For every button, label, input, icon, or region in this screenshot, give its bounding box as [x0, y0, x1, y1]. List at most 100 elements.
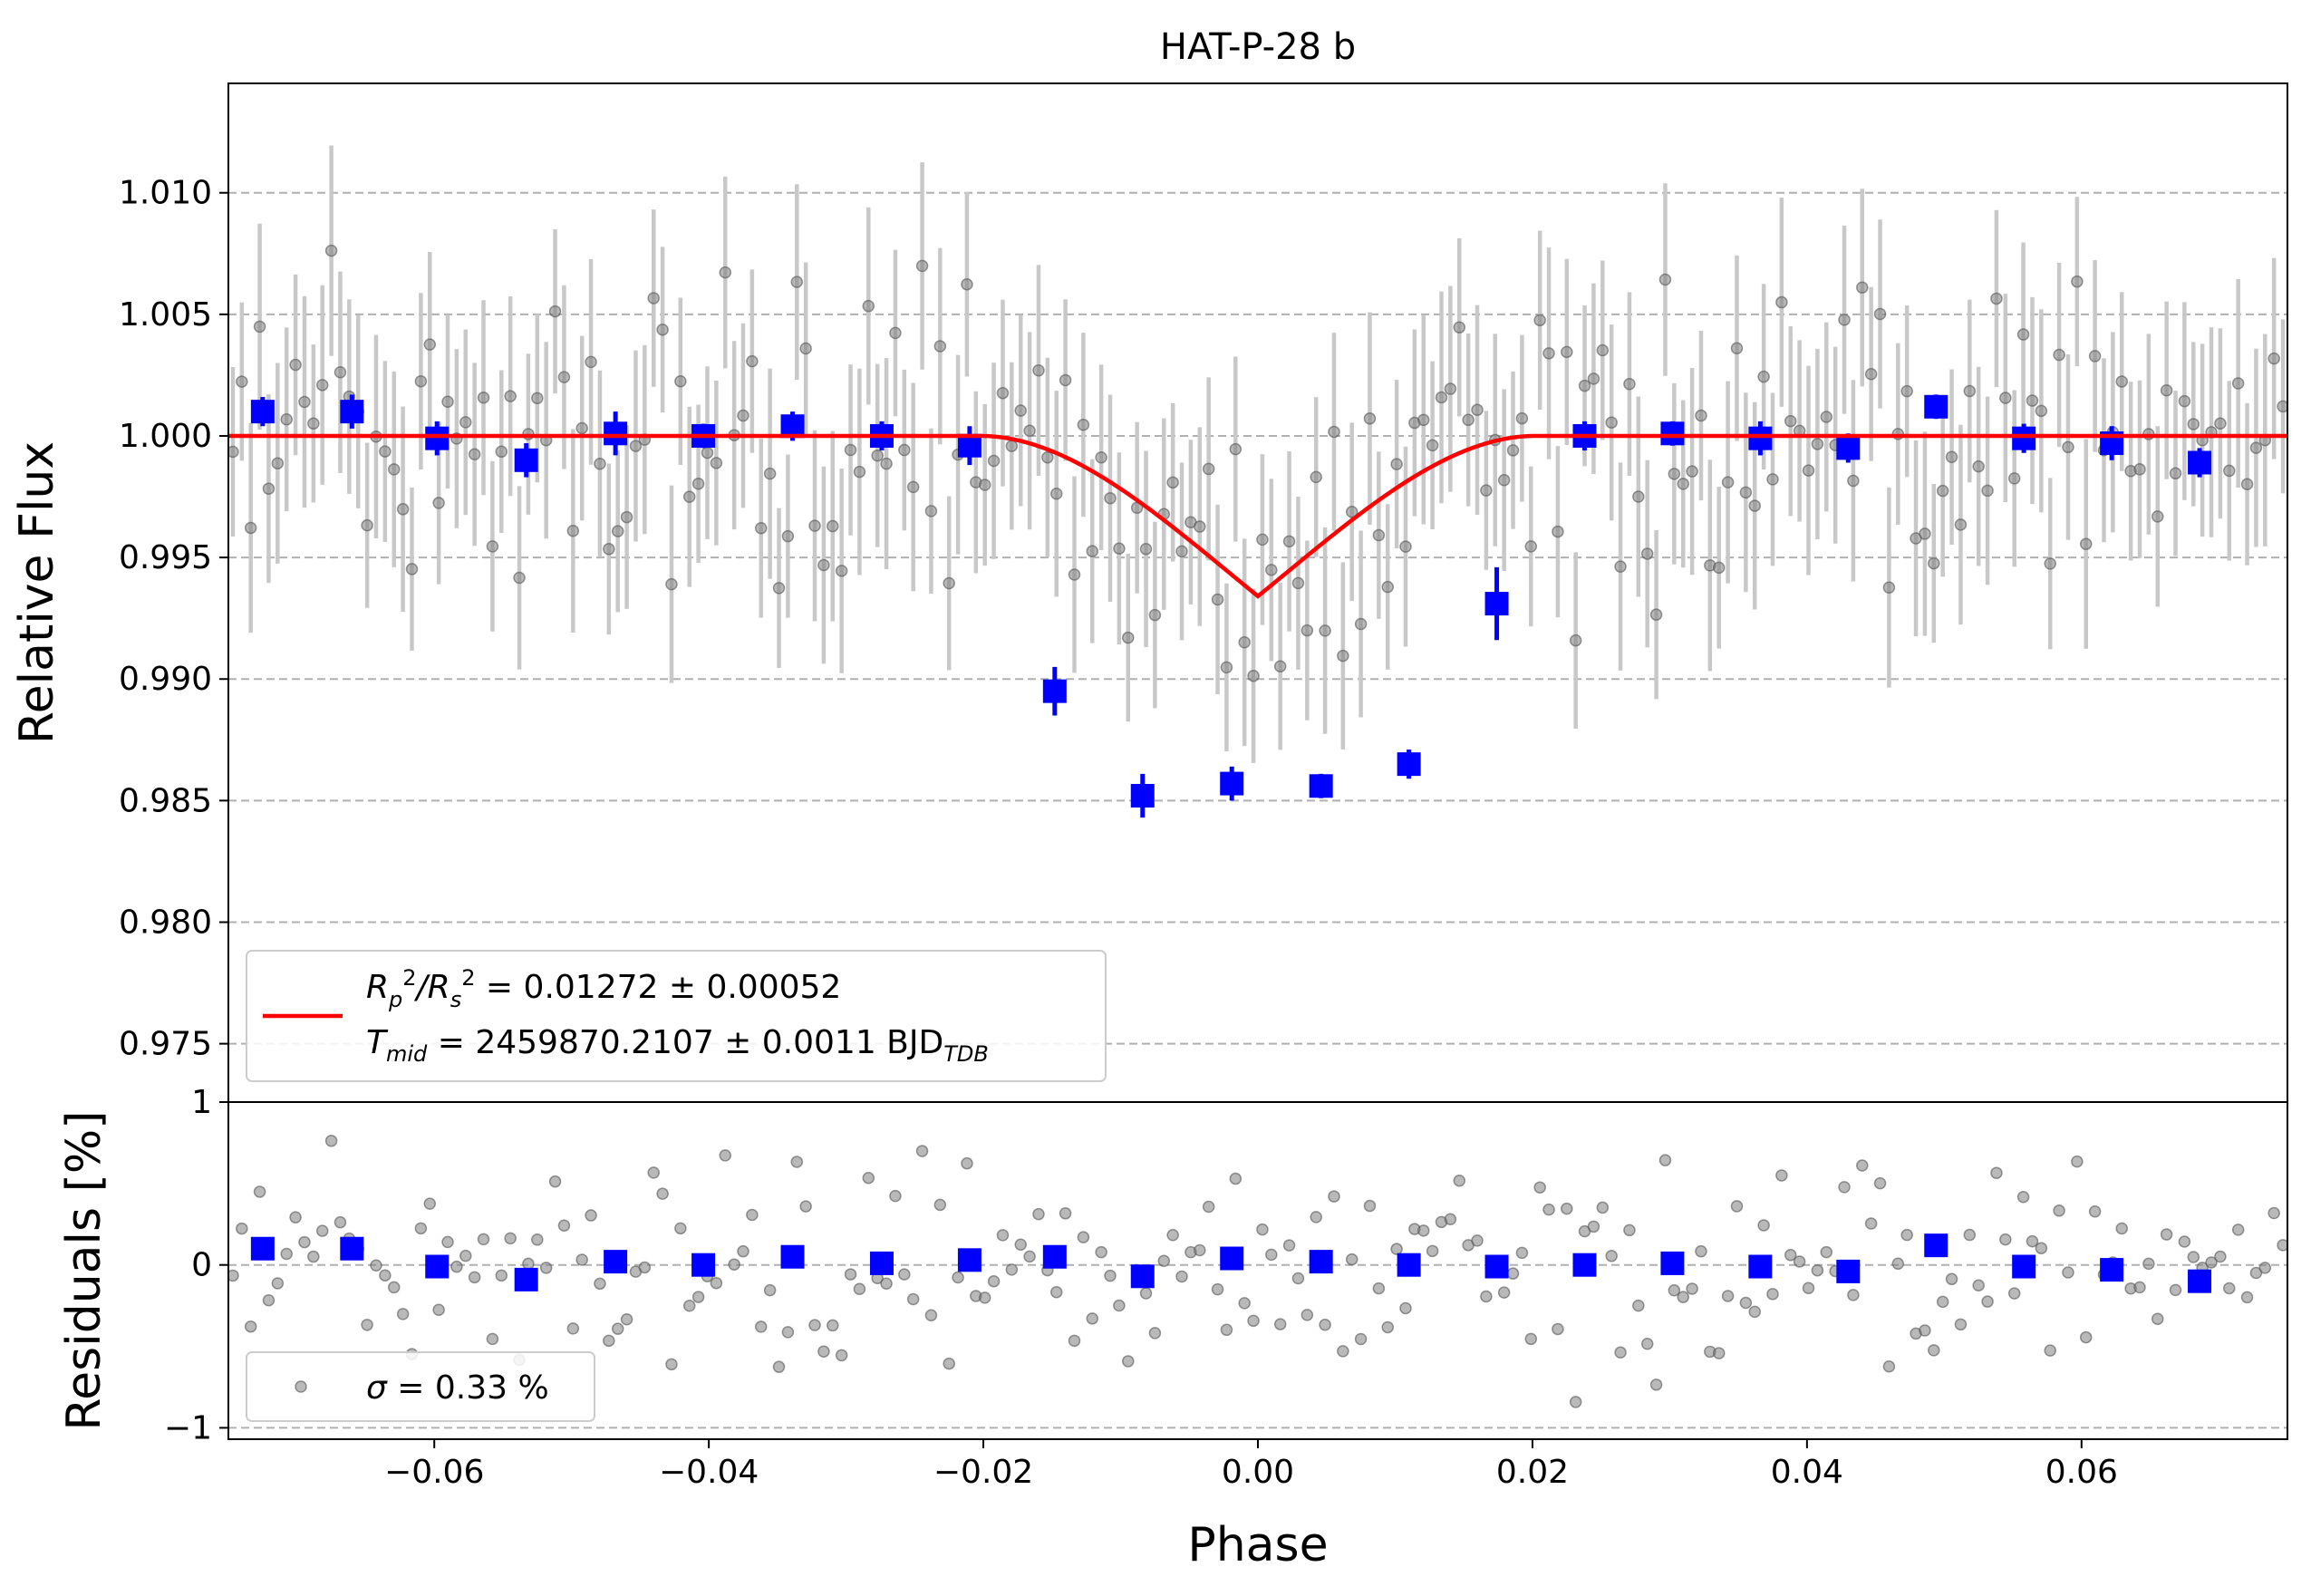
raw-flux-point	[1739, 486, 1753, 499]
binned-residual-points	[250, 1233, 2212, 1293]
raw-residual-point	[1049, 1285, 1063, 1299]
raw-residual-point	[1945, 1272, 1958, 1286]
raw-flux-point	[441, 395, 454, 408]
raw-flux-point	[1515, 411, 1529, 425]
raw-residual-point	[2231, 1224, 2245, 1236]
raw-flux-point	[1623, 377, 1636, 391]
raw-residual-point	[504, 1232, 517, 1245]
raw-residual-point	[853, 1282, 866, 1295]
raw-flux-point	[1542, 347, 1555, 360]
raw-residual-point	[844, 1268, 857, 1281]
raw-flux-point	[1372, 528, 1386, 542]
raw-residual-point	[1587, 1220, 1600, 1233]
raw-flux-point	[871, 449, 884, 462]
raw-flux-point	[1319, 624, 1331, 637]
raw-flux-point	[1784, 414, 1797, 428]
raw-residual-point	[763, 1283, 777, 1297]
raw-residual-point	[943, 1357, 955, 1370]
raw-flux-point	[835, 565, 848, 577]
raw-residual-point	[1310, 1211, 1322, 1224]
raw-flux-point	[1175, 545, 1188, 558]
raw-residual-point	[2053, 1204, 2065, 1217]
raw-flux-point	[1658, 273, 1672, 286]
raw-residual-point	[531, 1233, 544, 1246]
raw-residual-point	[1381, 1320, 1394, 1334]
raw-residual-point	[1766, 1288, 1779, 1301]
binned-flux-point	[1924, 394, 1948, 419]
raw-flux-point	[1882, 581, 1896, 595]
raw-flux-point	[889, 326, 902, 340]
phase-tick-label: 0.02	[1496, 1454, 1569, 1491]
raw-flux-point	[298, 395, 311, 409]
raw-residual-point	[1390, 1243, 1403, 1255]
raw-flux-point	[1873, 307, 1887, 321]
raw-residual-point	[1802, 1282, 1815, 1294]
binned-flux-point	[340, 400, 364, 424]
binned-residual-point	[780, 1244, 805, 1269]
raw-residual-point	[280, 1247, 293, 1261]
raw-flux-point	[1945, 450, 1958, 464]
raw-flux-point	[1802, 464, 1815, 477]
raw-flux-point	[1068, 568, 1081, 581]
binned-residual-point	[2100, 1258, 2124, 1282]
raw-flux-point	[236, 375, 248, 388]
raw-residual-point	[1506, 1267, 1520, 1280]
raw-residual-point	[799, 1200, 812, 1213]
raw-residual-point	[1417, 1224, 1430, 1237]
raw-residual-point	[1229, 1172, 1243, 1185]
raw-residual-point	[1981, 1295, 1994, 1308]
raw-flux-point	[2267, 352, 2280, 365]
raw-flux-point	[2044, 557, 2056, 570]
raw-residual-point	[1337, 1345, 1349, 1358]
raw-residual-point	[298, 1235, 311, 1249]
raw-flux-point	[495, 445, 508, 459]
raw-residual-point	[1175, 1270, 1188, 1283]
raw-flux-point	[2214, 417, 2227, 430]
raw-flux-point	[548, 305, 562, 318]
raw-residual-point	[522, 1257, 535, 1271]
raw-flux-point	[1381, 580, 1394, 594]
raw-flux-point	[414, 374, 428, 388]
raw-residual-point	[1596, 1201, 1610, 1214]
raw-flux-point	[432, 497, 445, 509]
raw-residual-point	[1561, 1202, 1573, 1215]
raw-flux-point	[1578, 379, 1591, 392]
raw-flux-point	[2249, 441, 2263, 454]
raw-flux-point	[1649, 608, 1663, 621]
raw-flux-point	[1148, 608, 1162, 622]
raw-residual-point	[432, 1303, 445, 1317]
raw-residual-point	[906, 1292, 920, 1306]
raw-flux-point	[987, 454, 1001, 468]
raw-flux-point	[504, 390, 517, 402]
raw-residual-point	[387, 1281, 401, 1294]
binned-residual-point	[340, 1236, 364, 1261]
raw-flux-point	[1435, 391, 1448, 404]
raw-flux-point	[2231, 377, 2245, 390]
raw-residual-point	[1282, 1239, 1296, 1252]
raw-residual-point	[682, 1299, 696, 1312]
residual-y-ticks: −1 0 1	[164, 1084, 228, 1446]
raw-residual-point	[2133, 1281, 2146, 1294]
flux-plot-area	[228, 145, 2287, 818]
raw-flux-point	[1856, 281, 1869, 295]
raw-residual-point	[781, 1326, 795, 1339]
raw-flux-point	[1354, 617, 1368, 631]
raw-flux-point	[781, 529, 795, 543]
raw-residual-points	[228, 1135, 2287, 1408]
raw-flux-point	[620, 510, 633, 524]
raw-residual-point	[1328, 1190, 1340, 1203]
raw-residual-point	[1220, 1323, 1233, 1337]
raw-residual-point	[1569, 1396, 1582, 1408]
raw-flux-point	[1954, 518, 1968, 531]
raw-residual-point	[2026, 1234, 2039, 1248]
raw-flux-point	[1990, 292, 2003, 305]
raw-residual-point	[1900, 1228, 1913, 1242]
raw-flux-point	[1820, 411, 1833, 423]
raw-residual-point	[495, 1269, 508, 1282]
raw-flux-point	[1453, 321, 1466, 334]
raw-flux-point	[1426, 439, 1439, 452]
raw-flux-point	[459, 416, 472, 429]
raw-flux-point	[1480, 484, 1493, 497]
raw-residual-point	[262, 1293, 276, 1307]
raw-residual-point	[1354, 1332, 1368, 1346]
